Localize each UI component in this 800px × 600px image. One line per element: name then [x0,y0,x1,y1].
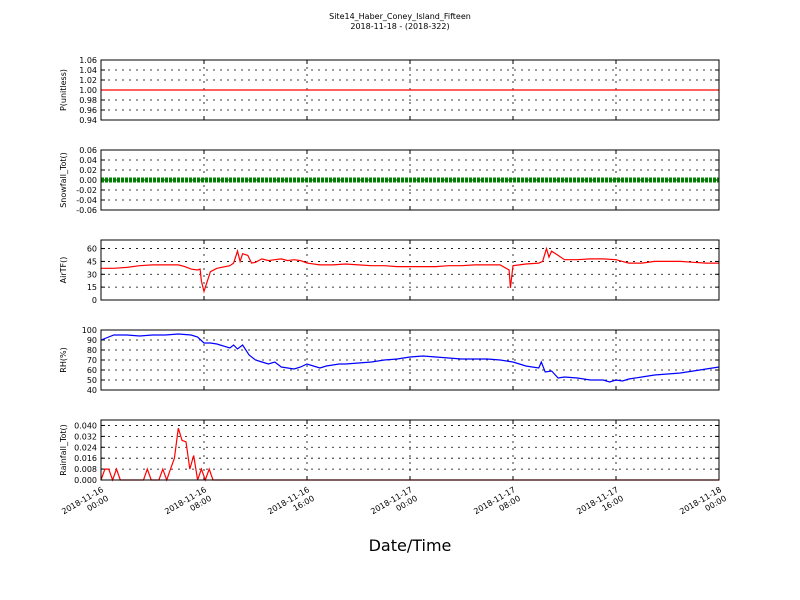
y-tick-label: 1.00 [79,86,97,95]
y-tick-label: 0.06 [79,146,97,155]
y-tick-label: 70 [87,356,97,365]
plot-frame [100,239,720,301]
series-line [101,246,719,294]
y-tick-label: 0.02 [79,166,97,175]
y-axis-label: AirTF() [59,257,68,284]
y-tick-label: 0.94 [79,116,97,125]
y-tick-label: 0.040 [74,421,97,430]
y-tick-label: 45 [87,257,97,266]
chart-title: Site14_Haber_Coney_Island_Fifteen [329,12,471,21]
plot-frame [100,149,720,211]
y-tick-label: 0.032 [74,432,97,441]
plot-frame [100,419,720,481]
y-tick-label: 40 [87,386,97,395]
y-tick-label: 60 [87,366,97,375]
y-axis-label: Snowfall_Tot() [59,152,68,208]
y-tick-label: 15 [87,283,97,292]
subplot-panels: 0.940.960.981.001.021.041.06 P(unitless) -… [59,56,720,485]
y-tick-label: 0.96 [79,106,97,115]
y-tick-label: 90 [87,336,97,345]
y-tick-label: 30 [87,270,97,279]
plot-frame [100,329,720,391]
y-tick-label: 1.02 [79,76,97,85]
x-axis-label: Date/Time [369,536,452,555]
subplot-2: -0.06-0.04-0.020.000.020.040.06 Snowfall_… [59,146,720,215]
y-tick-label: 0.00 [79,176,97,185]
y-tick-label: -0.04 [76,196,97,205]
y-tick-label: 80 [87,346,97,355]
y-tick-label: -0.06 [76,206,97,215]
y-tick-label: 1.04 [79,66,97,75]
y-tick-label: 50 [87,376,97,385]
y-axis-label: RH(%) [59,347,68,372]
y-tick-label: 1.06 [79,56,97,65]
y-tick-label: -0.02 [76,186,97,195]
y-tick-label: 0.98 [79,96,97,105]
y-axis-label: Rainfall_Tot() [59,424,68,476]
subplot-5: 0.000 0.008 0.016 0.024 0.032 0.040 Rainfall_T… [59,419,720,485]
y-tick-label: 0.000 [74,476,97,485]
y-tick-label: 60 [87,245,97,254]
series-line [100,333,720,383]
plot-frame [100,59,720,121]
y-tick-label: 0.016 [74,454,97,463]
y-tick-label: 0 [92,296,97,305]
y-tick-label: 0.024 [74,443,97,452]
y-tick-label: 100 [82,326,97,335]
y-tick-label: 0.008 [74,465,97,474]
subplot-3: 0 15 30 45 60 AirTF() [59,239,720,305]
chart-subtitle: 2018-11-18 - (2018-322) [350,22,449,31]
y-axis-label: P(unitless) [59,69,68,111]
y-tick-label: 0.04 [79,156,97,165]
subplot-1: 0.940.960.981.001.021.041.06 P(unitless) [59,56,720,125]
